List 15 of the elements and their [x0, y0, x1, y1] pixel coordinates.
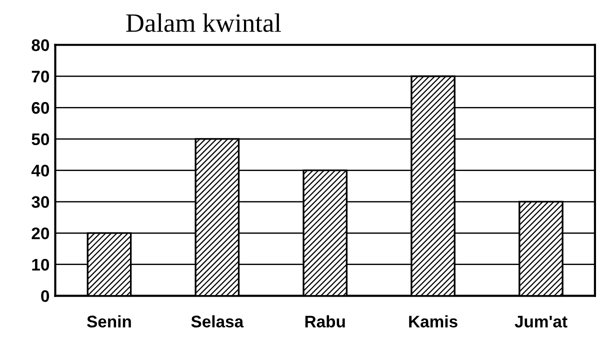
x-tick-label: Jum'at — [514, 316, 568, 328]
x-tick-label: Rabu — [305, 315, 345, 328]
y-tick-label: 40 — [31, 164, 50, 177]
x-tick-label: Senin — [87, 315, 131, 328]
y-tick-label: 30 — [32, 196, 50, 208]
y-tick-label: 50 — [32, 133, 50, 146]
y-tick-label: 20 — [32, 227, 50, 240]
y-tick-label: 60 — [32, 102, 50, 114]
y-tick-label: 10 — [32, 258, 50, 271]
y-tick-label: 70 — [32, 70, 50, 82]
x-tick-label: Kamis — [409, 315, 458, 328]
y-tick-label: 0 — [41, 290, 50, 302]
x-tick-label: Selasa — [191, 315, 244, 328]
y-tick-label: 80 — [32, 39, 50, 52]
chart-title: Dalam kwintal — [126, 13, 281, 32]
